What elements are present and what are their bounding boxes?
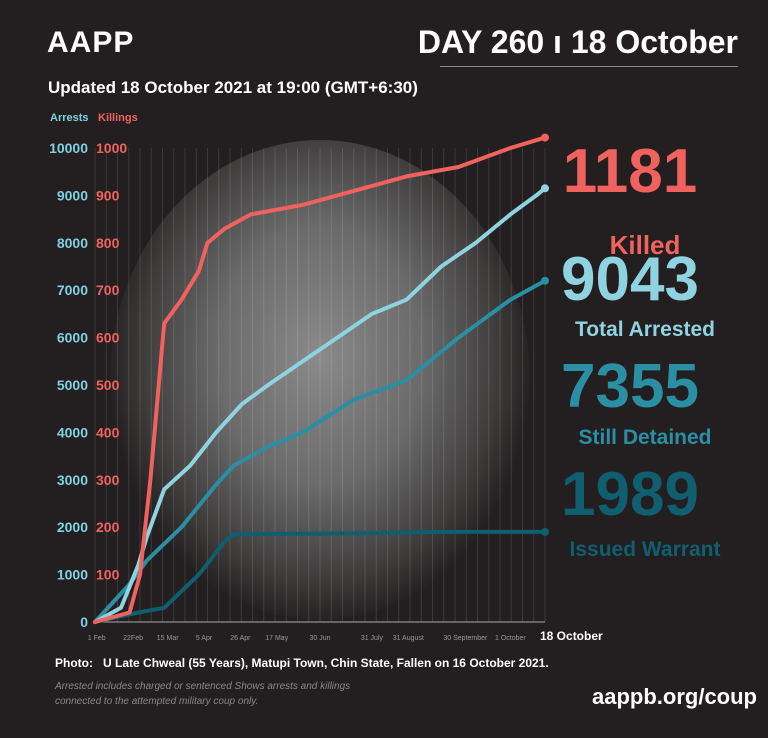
right-tick-label: 700 xyxy=(96,282,120,298)
x-tick-label: 1 October xyxy=(495,635,526,642)
left-tick-label: 6000 xyxy=(57,330,88,346)
right-tick-label: 100 xyxy=(96,567,120,583)
right-tick-label: 900 xyxy=(96,187,120,203)
x-tick-label: 18 October xyxy=(540,629,603,643)
x-tick-label: 22Feb xyxy=(123,635,143,642)
arrests-axis-label: Arrests xyxy=(50,112,89,124)
right-tick-label: 1000 xyxy=(96,140,127,156)
logo: AAPP xyxy=(47,26,135,59)
x-tick-label: 5 Apr xyxy=(196,635,213,642)
right-tick-label: 600 xyxy=(96,330,120,346)
killings-axis-label: Killings xyxy=(98,112,138,124)
stat-label: Issued Warrant xyxy=(569,538,721,561)
x-tick-label: 31 August xyxy=(393,635,424,642)
stat-label: Total Arrested xyxy=(574,318,716,341)
right-tick-label: 200 xyxy=(96,519,120,535)
left-tick-label: 0 xyxy=(80,614,88,630)
x-tick-label: 30 September xyxy=(443,635,488,642)
left-tick-label: 10000 xyxy=(49,140,88,156)
day-title: DAY 260 ı 18 October xyxy=(417,24,738,60)
series-end-marker xyxy=(541,527,549,536)
left-tick-label: 8000 xyxy=(57,235,88,251)
series-end-marker xyxy=(541,184,549,193)
left-tick-label: 9000 xyxy=(57,187,88,203)
right-tick-label: 500 xyxy=(96,377,120,393)
updated-text: Updated 18 October 2021 at 19:00 (GMT+6:… xyxy=(48,78,418,97)
right-tick-label: 300 xyxy=(96,472,120,488)
series-line-killings xyxy=(93,135,547,624)
x-tick-label: 17 May xyxy=(265,635,288,642)
left-tick-label: 7000 xyxy=(57,282,88,298)
url-link[interactable]: aappb.org/coup xyxy=(592,684,757,709)
victim-photo xyxy=(110,140,530,620)
photo-label: Photo: xyxy=(55,656,93,670)
right-tick-label: 800 xyxy=(96,235,120,251)
divider xyxy=(440,66,738,67)
left-tick-label: 3000 xyxy=(57,472,88,488)
series-line-issued-warrant xyxy=(93,529,547,624)
x-tick-label: 1 Feb xyxy=(88,635,106,642)
stat-value: 9043 xyxy=(561,245,699,314)
left-tick-label: 5000 xyxy=(57,377,88,393)
left-tick-label: 2000 xyxy=(57,519,88,535)
series-end-marker xyxy=(541,133,549,142)
right-tick-label: 400 xyxy=(96,424,120,440)
stat-label: Still Detained xyxy=(578,426,712,449)
left-tick-label: 4000 xyxy=(57,424,88,440)
stat-label: Killed xyxy=(609,230,681,260)
x-tick-label: 26 Apr xyxy=(230,635,251,642)
series-end-marker xyxy=(541,276,549,285)
stat-value: 1181 xyxy=(562,137,698,206)
left-tick-label: 1000 xyxy=(57,567,88,583)
stat-value: 7355 xyxy=(561,352,699,421)
x-tick-label: 30 Jun xyxy=(309,635,330,642)
stat-value: 1989 xyxy=(561,460,699,529)
series-line-still-detained xyxy=(93,278,547,624)
note: Arrested includes charged or sentenced S… xyxy=(55,681,351,707)
photo-caption-text: U Late Chweal (55 Years), Matupi Town, C… xyxy=(103,656,549,670)
x-tick-label: 31 July xyxy=(361,635,384,642)
x-tick-label: 15 Mar xyxy=(157,635,179,642)
photo-caption: Photo: U Late Chweal (55 Years), Matupi … xyxy=(55,656,549,670)
